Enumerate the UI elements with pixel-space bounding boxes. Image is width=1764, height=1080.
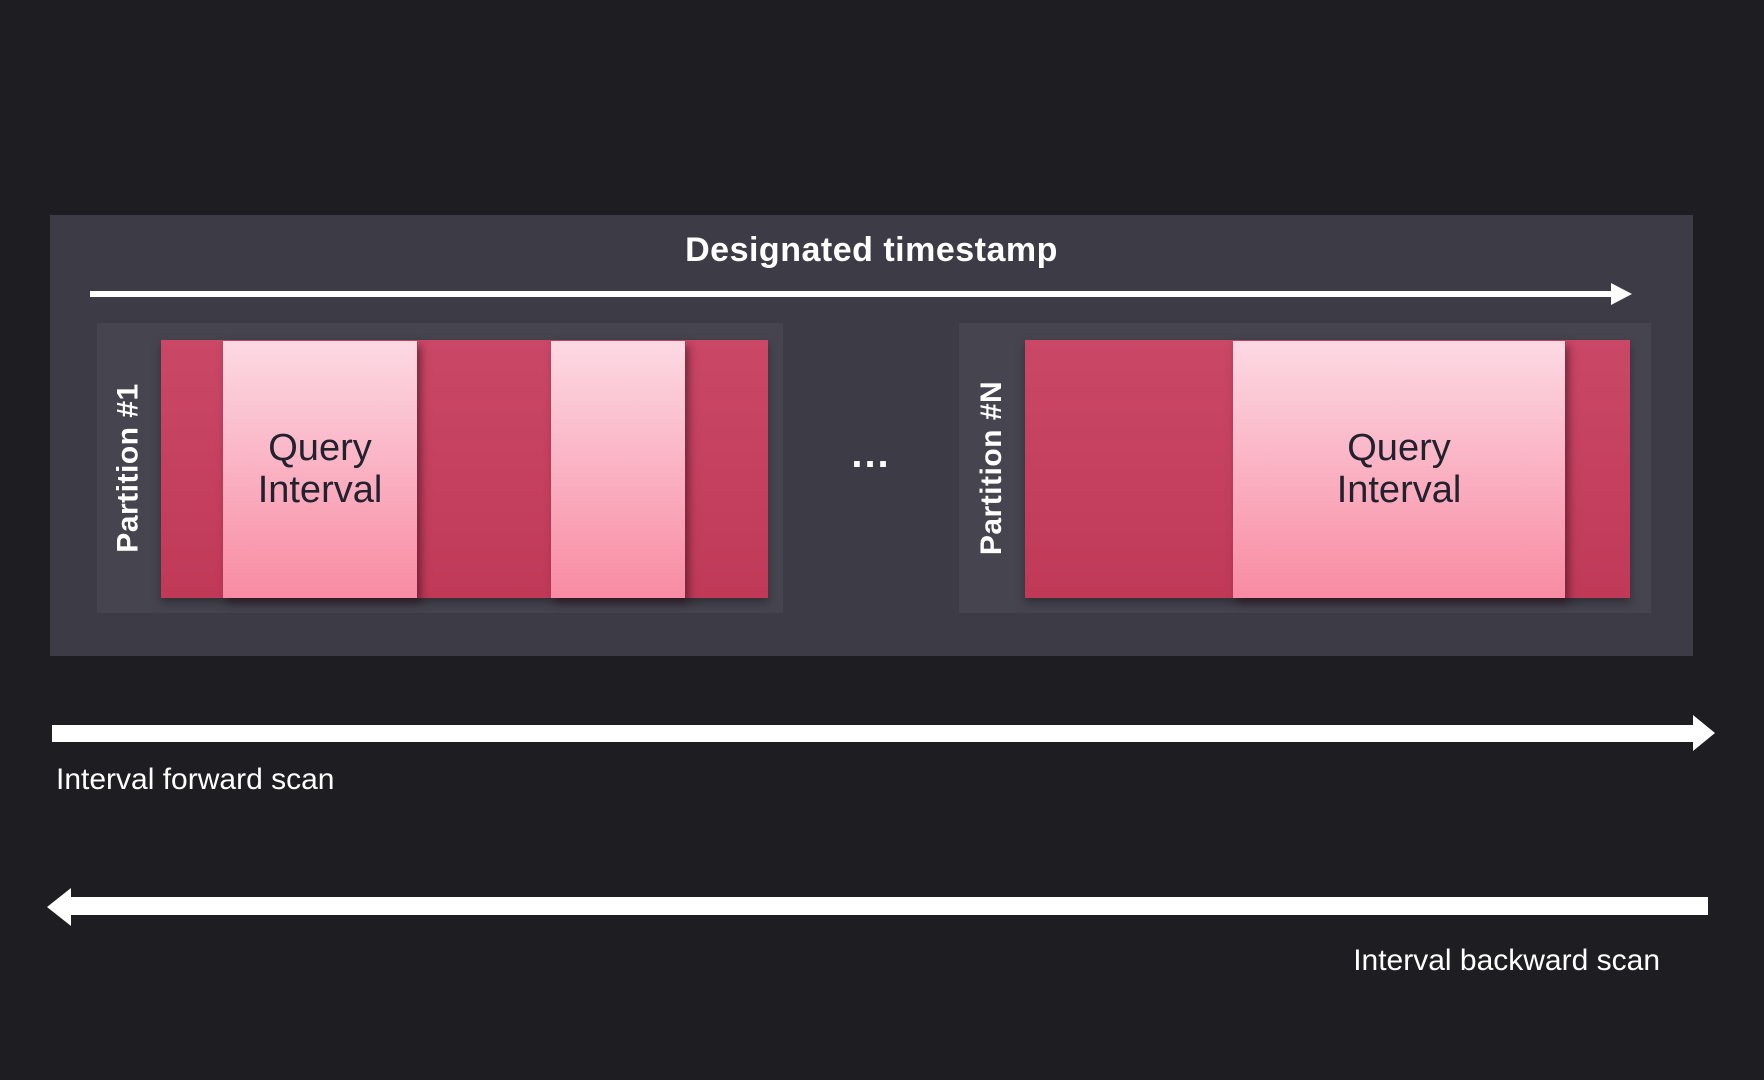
partition-1-label-strip: Partition #1 bbox=[97, 323, 161, 613]
backward-scan-arrow-line bbox=[70, 897, 1708, 915]
forward-scan-label: Interval forward scan bbox=[56, 763, 335, 796]
partition-n-label-strip: Partition #N bbox=[959, 323, 1025, 613]
partition-1-query-interval: Query Interval bbox=[223, 341, 417, 598]
forward-scan-arrow-line bbox=[52, 725, 1693, 742]
partition-1-label: Partition #1 bbox=[112, 383, 145, 553]
partition-1-query-interval-secondary bbox=[551, 341, 685, 598]
partitions-ellipsis: ... bbox=[851, 432, 891, 476]
right-arrowhead-icon bbox=[1611, 283, 1632, 305]
designated-timestamp-title: Designated timestamp bbox=[685, 231, 1058, 269]
right-arrowhead-icon bbox=[1693, 715, 1715, 751]
designated-timestamp-arrow-line bbox=[90, 291, 1612, 297]
left-arrowhead-icon bbox=[47, 888, 71, 926]
partition-n-panel: Query Interval Partition #N bbox=[959, 323, 1651, 613]
partition-n-query-interval: Query Interval bbox=[1233, 341, 1565, 598]
partition-n-label: Partition #N bbox=[975, 380, 1009, 556]
partition-1-panel: Query Interval Partition #1 bbox=[97, 323, 783, 613]
backward-scan-label: Interval backward scan bbox=[1353, 944, 1660, 977]
